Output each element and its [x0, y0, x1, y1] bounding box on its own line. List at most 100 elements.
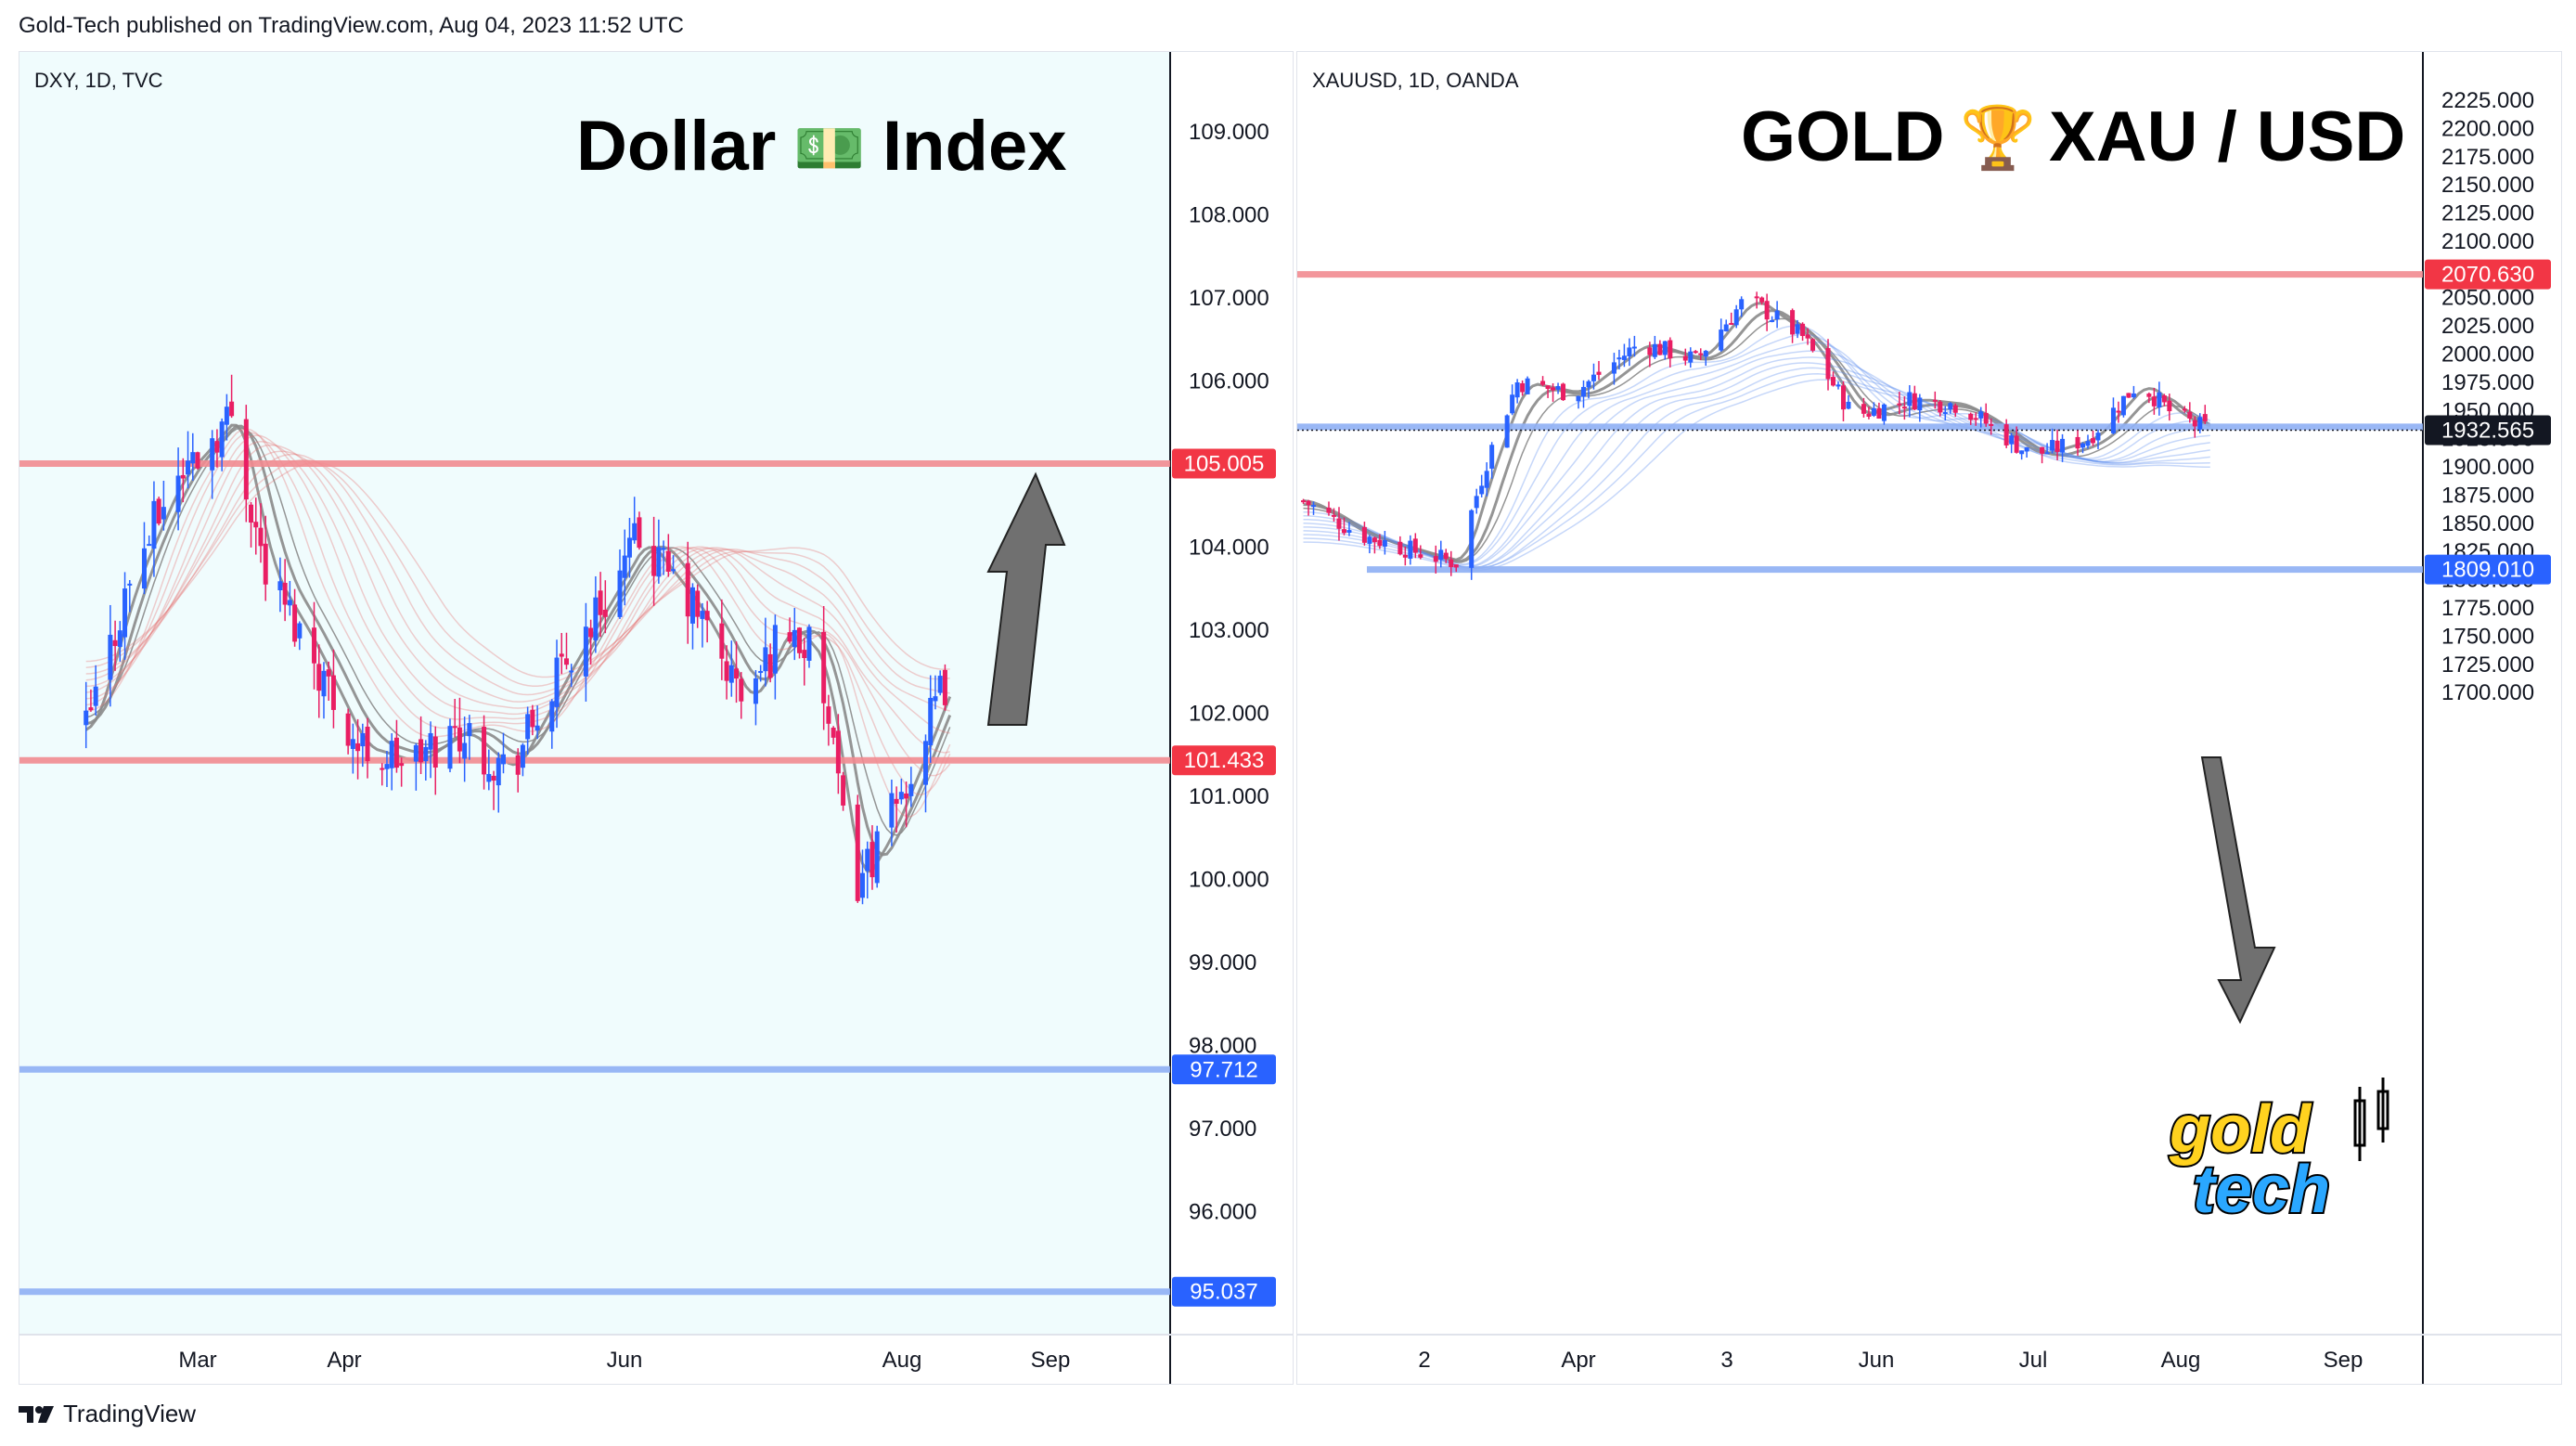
candle-body [869, 842, 875, 878]
candle-body [1754, 296, 1759, 299]
candle-body [1825, 348, 1831, 380]
candle-body [923, 741, 928, 785]
candle-body [2131, 393, 2136, 398]
y-tick-label: 2125.000 [2441, 201, 2534, 226]
price-label-text: 101.433 [1184, 748, 1265, 773]
candle-body [1540, 381, 1546, 385]
candle-body [93, 686, 98, 706]
candle-body [1382, 540, 1387, 547]
y-tick-label: 96.000 [1189, 1200, 1256, 1225]
price-label-box [1172, 1054, 1276, 1085]
candle-body [1418, 554, 1423, 558]
candle-body [2060, 438, 2066, 453]
candle-body [841, 775, 846, 806]
candle-body [1657, 343, 1663, 355]
candle-body [1897, 403, 1902, 406]
candle-body [1835, 384, 1841, 387]
dxy-chart-svg[interactable]: 109.000 108.000 107.000 106.000 104.000 103.0… [19, 52, 1293, 1384]
candle-body [161, 507, 166, 520]
ma-line [85, 432, 951, 796]
candle-body [826, 706, 831, 724]
candle-body [787, 632, 792, 642]
candle-body [365, 726, 370, 762]
candle-body [190, 452, 196, 464]
candle-body [1377, 539, 1383, 547]
ma-line [85, 428, 951, 818]
candle-body [1989, 423, 1994, 426]
candle-body [622, 555, 627, 578]
candle-body [2003, 424, 2009, 445]
dxy-symbol-text: DXY, 1D, TVC [34, 69, 163, 92]
candle-body [1438, 549, 1444, 560]
candle-body [1952, 405, 1958, 413]
candle-body [700, 611, 705, 619]
candle-body [1326, 507, 1332, 513]
ma-line [85, 434, 951, 777]
candle-body [1561, 383, 1566, 401]
candle-body [312, 627, 317, 664]
candle-body [2075, 436, 2080, 449]
candle-body [2120, 395, 2126, 416]
candle-body [1341, 529, 1346, 534]
candle-body [525, 714, 531, 740]
candle-body [1449, 559, 1454, 568]
candle-body [108, 634, 113, 680]
y-tick-label: 2150.000 [2441, 173, 2534, 198]
candle-body [904, 793, 909, 799]
candle-body [253, 522, 259, 528]
candle-body [127, 583, 133, 586]
candle-body [1901, 407, 1907, 409]
gold-y-ticks: 2225.000 2200.000 2175.000 2150.000 2125.000… [2441, 88, 2534, 705]
dxy-plot-area[interactable] [19, 52, 1170, 1335]
candle-body [1346, 530, 1352, 533]
candle-body [1311, 505, 1317, 508]
candle-body [671, 569, 676, 572]
down-arrow-icon [2200, 756, 2276, 1025]
candle-body [1907, 392, 1913, 407]
y-tick-label: 1750.000 [2441, 624, 2534, 649]
candle-body [1693, 351, 1698, 354]
x-tick-label: Mar [178, 1348, 216, 1373]
candle-body [1306, 500, 1311, 506]
candle-body [1938, 401, 1943, 413]
candle-body [1805, 334, 1810, 339]
ma-line [85, 458, 950, 687]
candle-body [1729, 323, 1734, 326]
candle-body [282, 582, 288, 605]
candle-body [942, 669, 947, 705]
candle-body [2182, 408, 2187, 411]
candle-body [821, 631, 827, 704]
candle-body [423, 746, 429, 762]
candle-body [530, 709, 535, 728]
candle-body [602, 609, 608, 617]
candle-body [806, 626, 812, 661]
candle-body [393, 737, 399, 768]
gold-chart-svg[interactable]: 2225.000 2200.000 2175.000 2150.000 2125.000… [1297, 52, 2561, 1384]
y-tick-label: 97.000 [1189, 1117, 1256, 1142]
gold-symbol-text: XAUUSD, 1D, OANDA [1312, 69, 1519, 92]
candle-body [1301, 500, 1307, 503]
candle-body [1790, 310, 1796, 335]
candle-body [84, 710, 89, 726]
candle-body [685, 562, 690, 617]
dxy-chart-panel[interactable]: 109.000 108.000 107.000 106.000 104.000 103.0… [19, 51, 1294, 1385]
y-tick-label: 98.000 [1189, 1034, 1256, 1059]
candle-body [326, 669, 331, 677]
ma-line [85, 440, 950, 754]
candle-body [797, 627, 803, 653]
candle-body [689, 587, 695, 624]
gold-plot-area[interactable] [1297, 52, 2423, 1335]
tradingview-footer[interactable]: TradingView [19, 1400, 196, 1428]
candle-body [1580, 386, 1586, 397]
candle-body [535, 725, 540, 731]
y-tick-label: 109.000 [1189, 120, 1269, 145]
candle-body [1520, 382, 1526, 393]
candle-body [2197, 417, 2203, 430]
candle-body [1336, 518, 1342, 529]
candle-body [1917, 397, 1923, 411]
candle-body [1688, 351, 1694, 363]
candle-body [1627, 347, 1632, 356]
publish-header: Gold-Tech published on TradingView.com, … [19, 13, 684, 38]
candle-body [287, 600, 292, 606]
gold-chart-panel[interactable]: 2225.000 2200.000 2175.000 2150.000 2125.000… [1296, 51, 2562, 1385]
